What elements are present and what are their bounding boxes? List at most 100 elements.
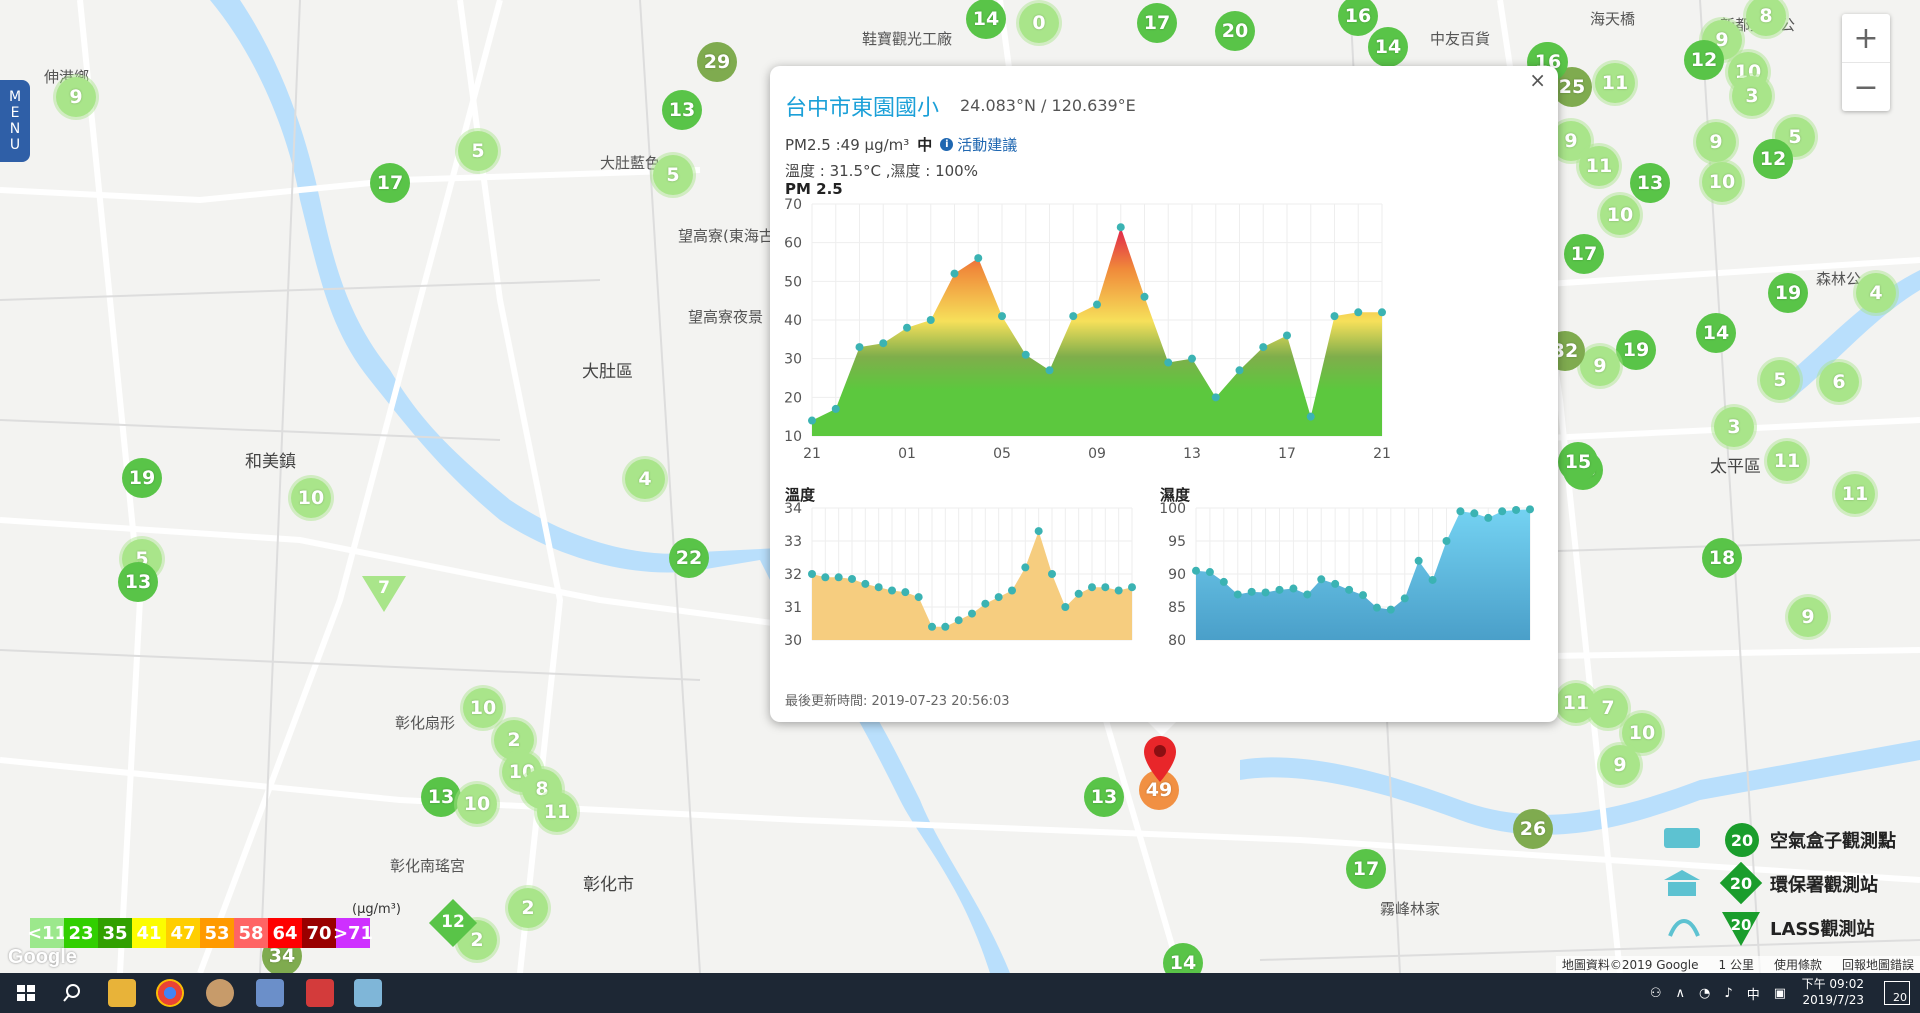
data-point <box>1247 587 1256 596</box>
station-marker[interactable]: 10 <box>1702 162 1742 202</box>
ime-indicator[interactable]: 中 <box>1746 987 1760 1003</box>
station-marker[interactable]: 4 <box>625 459 665 499</box>
weather-reading: 溫度 : 31.5°C ,濕度 : 100% <box>785 162 978 180</box>
y-tick-label: 85 <box>1168 600 1186 616</box>
station-marker[interactable]: 18 <box>1702 538 1742 578</box>
station-marker[interactable]: 19 <box>122 458 162 498</box>
zoom-out-button[interactable]: − <box>1853 69 1879 105</box>
station-marker[interactable]: 14 <box>1696 313 1736 353</box>
station-marker[interactable]: 19 <box>1616 330 1656 370</box>
zoom-in-button[interactable]: + <box>1842 14 1890 63</box>
close-icon[interactable]: × <box>1529 68 1546 92</box>
station-marker[interactable]: 7 <box>1588 688 1628 728</box>
station-marker[interactable]: 9 <box>1788 597 1828 637</box>
station-marker[interactable]: 0 <box>1019 3 1059 43</box>
station-marker[interactable]: 5 <box>653 155 693 195</box>
menu-button[interactable]: MENU <box>0 80 30 162</box>
station-marker[interactable]: 12 <box>1753 139 1793 179</box>
scale-step: 47 <box>166 918 200 948</box>
station-marker[interactable]: 13 <box>421 777 461 817</box>
keyboard-icon[interactable]: ▣ <box>1773 985 1786 1001</box>
scale-step: >71 <box>333 918 373 948</box>
station-marker[interactable]: 5 <box>458 131 498 171</box>
windows-start-icon[interactable] <box>12 979 40 1007</box>
data-point <box>1045 366 1054 375</box>
station-marker[interactable]: 11 <box>537 792 577 832</box>
x-tick-label: 17 <box>1278 446 1296 462</box>
station-marker[interactable]: 13 <box>662 90 702 130</box>
station-marker[interactable]: 10 <box>457 784 497 824</box>
station-marker[interactable]: 11 <box>1595 63 1635 103</box>
popup-tail <box>1146 720 1178 736</box>
station-marker[interactable]: 3 <box>1714 407 1754 447</box>
station-marker[interactable]: 12 <box>1684 40 1724 80</box>
data-point <box>1233 590 1242 599</box>
station-marker[interactable]: 10 <box>291 478 331 518</box>
station-marker[interactable]: 3 <box>1732 76 1772 116</box>
station-coordinates: 24.083°N / 120.639°E <box>960 96 1136 115</box>
lass-marker[interactable] <box>362 576 406 612</box>
station-marker[interactable]: 10 <box>1600 195 1640 235</box>
clock-time: 下午 09:02 <box>1801 977 1864 991</box>
station-marker[interactable]: 14 <box>1368 27 1408 67</box>
notification-icon[interactable]: 20 <box>1884 981 1910 1005</box>
station-marker[interactable]: 8 <box>1746 0 1786 36</box>
search-icon[interactable] <box>58 979 86 1007</box>
chrome-icon[interactable] <box>156 979 184 1007</box>
scale-step: 23 <box>64 918 98 948</box>
location-pin-icon[interactable] <box>1144 736 1176 782</box>
station-marker[interactable]: 17 <box>370 163 410 203</box>
data-point <box>974 254 983 263</box>
terms-link[interactable]: 使用條款 <box>1773 958 1822 972</box>
station-marker[interactable]: 14 <box>966 0 1006 39</box>
station-marker[interactable]: 29 <box>697 42 737 82</box>
app-icon[interactable] <box>206 979 234 1007</box>
epa-marker-value: 12 <box>441 912 465 932</box>
clock[interactable]: 下午 09:02 2019/7/23 <box>1802 976 1864 1008</box>
data-point <box>1211 393 1220 402</box>
station-marker[interactable]: 14 <box>1163 943 1203 973</box>
station-marker[interactable]: 11 <box>1767 441 1807 481</box>
report-error-link[interactable]: 回報地圖錯誤 <box>1841 958 1914 972</box>
station-marker[interactable]: 17 <box>1137 3 1177 43</box>
people-icon[interactable]: ⚇ <box>1649 985 1662 1001</box>
app-icon[interactable] <box>354 979 382 1007</box>
station-marker[interactable]: 13 <box>1084 777 1124 817</box>
station-marker[interactable]: 11 <box>1835 474 1875 514</box>
station-marker[interactable]: 2 <box>508 888 548 928</box>
data-point <box>1021 563 1030 572</box>
station-marker[interactable]: 26 <box>1513 809 1553 849</box>
station-marker[interactable]: 11 <box>1579 146 1619 186</box>
file-explorer-icon[interactable] <box>108 979 136 1007</box>
station-marker[interactable]: 10 <box>463 688 503 728</box>
chevron-up-icon[interactable]: ∧ <box>1675 985 1686 1001</box>
network-icon[interactable]: ◔ <box>1699 985 1711 1001</box>
station-marker[interactable]: 9 <box>56 77 96 117</box>
station-marker[interactable]: 17 <box>1346 849 1386 889</box>
station-marker[interactable]: 6 <box>1819 362 1859 402</box>
station-marker[interactable]: 9 <box>1600 745 1640 785</box>
station-marker[interactable]: 13 <box>118 562 158 602</box>
station-marker[interactable]: 9 <box>1580 346 1620 386</box>
station-marker[interactable]: 15 <box>1558 442 1598 482</box>
station-marker[interactable]: 13 <box>1630 163 1670 203</box>
station-marker[interactable]: 9 <box>1696 122 1736 162</box>
station-marker[interactable]: 5 <box>1760 360 1800 400</box>
station-marker[interactable]: 2 <box>494 720 534 760</box>
map[interactable]: 大肚區 和美鎮 彰化市 太平區 大肚藍色 望高寮(東海古堡) 望高寮夜景 伸港鄉… <box>0 0 1920 973</box>
station-marker[interactable]: 4 <box>1856 273 1896 313</box>
volume-icon[interactable]: ♪ <box>1724 985 1733 1001</box>
station-marker[interactable]: 16 <box>1338 0 1378 36</box>
activity-advice-link[interactable]: i 活動建議 <box>940 134 1017 155</box>
pm-reading: PM2.5 :49 μg/m³ 中 i 活動建議 <box>785 134 1017 155</box>
station-marker[interactable]: 22 <box>669 538 709 578</box>
data-point <box>879 339 888 348</box>
app-icon[interactable] <box>306 979 334 1007</box>
app-icon[interactable] <box>256 979 284 1007</box>
selected-marker[interactable]: 49 <box>1139 770 1179 810</box>
temperature-chart: 30 31 32 33 34 <box>784 502 1136 649</box>
data-point <box>1074 589 1083 598</box>
station-marker[interactable]: 17 <box>1564 234 1604 274</box>
station-marker[interactable]: 20 <box>1215 11 1255 51</box>
station-marker[interactable]: 19 <box>1768 273 1808 313</box>
